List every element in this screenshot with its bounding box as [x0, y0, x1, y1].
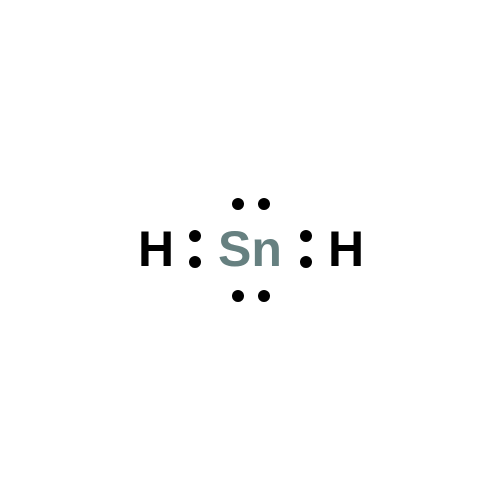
hydrogen-left-atom: H	[138, 224, 174, 274]
lewis-structure-canvas: H Sn H	[0, 0, 500, 500]
electron-right-bond-bottom	[300, 256, 312, 268]
electron-lone-top-right	[258, 198, 270, 210]
electron-right-bond-top	[300, 230, 312, 242]
hydrogen-right-atom: H	[328, 224, 364, 274]
tin-center-atom: Sn	[218, 224, 282, 274]
electron-lone-bottom-right	[258, 290, 270, 302]
electron-left-bond-top	[189, 230, 201, 242]
electron-lone-bottom-left	[232, 290, 244, 302]
electron-left-bond-bottom	[189, 256, 201, 268]
electron-lone-top-left	[232, 198, 244, 210]
